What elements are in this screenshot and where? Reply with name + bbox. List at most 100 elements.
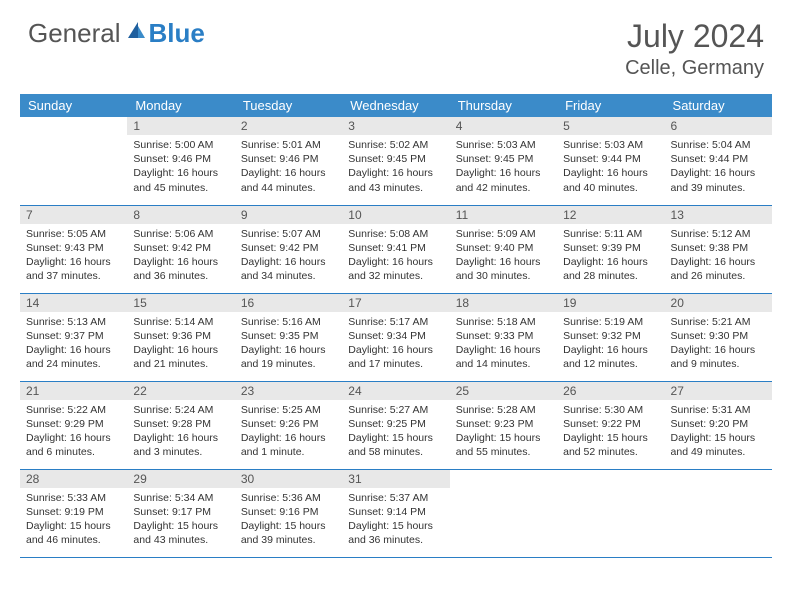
day-sunrise: Sunrise: 5:08 AM xyxy=(348,227,443,241)
day-d2: and 58 minutes. xyxy=(348,445,443,459)
day-sunrise: Sunrise: 5:36 AM xyxy=(241,491,336,505)
day-number: 24 xyxy=(342,382,449,400)
day-sunrise: Sunrise: 5:13 AM xyxy=(26,315,121,329)
day-d2: and 42 minutes. xyxy=(456,181,551,195)
day-d2: and 39 minutes. xyxy=(241,533,336,547)
day-d2: and 12 minutes. xyxy=(563,357,658,371)
day-number: 28 xyxy=(20,470,127,488)
brand-logo: General Blue xyxy=(28,18,205,49)
day-sunrise: Sunrise: 5:30 AM xyxy=(563,403,658,417)
day-sunrise: Sunrise: 5:18 AM xyxy=(456,315,551,329)
day-number: 18 xyxy=(450,294,557,312)
brand-part2: Blue xyxy=(149,18,205,49)
day-sunset: Sunset: 9:19 PM xyxy=(26,505,121,519)
weekday-header: Tuesday xyxy=(235,94,342,117)
day-number: 8 xyxy=(127,206,234,224)
day-d1: Daylight: 16 hours xyxy=(456,343,551,357)
day-sunset: Sunset: 9:32 PM xyxy=(563,329,658,343)
day-sunset: Sunset: 9:25 PM xyxy=(348,417,443,431)
day-number: 12 xyxy=(557,206,664,224)
day-number: 27 xyxy=(665,382,772,400)
day-d1: Daylight: 16 hours xyxy=(563,343,658,357)
day-details: Sunrise: 5:02 AMSunset: 9:45 PMDaylight:… xyxy=(342,135,449,197)
day-details: Sunrise: 5:22 AMSunset: 9:29 PMDaylight:… xyxy=(20,400,127,462)
day-sunrise: Sunrise: 5:33 AM xyxy=(26,491,121,505)
calendar-week-row: 21Sunrise: 5:22 AMSunset: 9:29 PMDayligh… xyxy=(20,381,772,469)
calendar-cell xyxy=(557,469,664,557)
day-number: 15 xyxy=(127,294,234,312)
day-number: 17 xyxy=(342,294,449,312)
day-d1: Daylight: 16 hours xyxy=(26,255,121,269)
day-sunset: Sunset: 9:26 PM xyxy=(241,417,336,431)
day-d1: Daylight: 16 hours xyxy=(563,166,658,180)
day-sunset: Sunset: 9:30 PM xyxy=(671,329,766,343)
day-details: Sunrise: 5:25 AMSunset: 9:26 PMDaylight:… xyxy=(235,400,342,462)
day-sunrise: Sunrise: 5:12 AM xyxy=(671,227,766,241)
calendar-cell: 20Sunrise: 5:21 AMSunset: 9:30 PMDayligh… xyxy=(665,293,772,381)
day-sunrise: Sunrise: 5:31 AM xyxy=(671,403,766,417)
calendar-cell: 13Sunrise: 5:12 AMSunset: 9:38 PMDayligh… xyxy=(665,205,772,293)
day-number: 4 xyxy=(450,117,557,135)
calendar-cell: 3Sunrise: 5:02 AMSunset: 9:45 PMDaylight… xyxy=(342,117,449,205)
day-d1: Daylight: 15 hours xyxy=(348,519,443,533)
day-d2: and 43 minutes. xyxy=(348,181,443,195)
day-details: Sunrise: 5:31 AMSunset: 9:20 PMDaylight:… xyxy=(665,400,772,462)
calendar-cell: 26Sunrise: 5:30 AMSunset: 9:22 PMDayligh… xyxy=(557,381,664,469)
day-sunset: Sunset: 9:39 PM xyxy=(563,241,658,255)
day-sunrise: Sunrise: 5:11 AM xyxy=(563,227,658,241)
calendar-cell: 14Sunrise: 5:13 AMSunset: 9:37 PMDayligh… xyxy=(20,293,127,381)
day-number: 5 xyxy=(557,117,664,135)
calendar-week-row: 1Sunrise: 5:00 AMSunset: 9:46 PMDaylight… xyxy=(20,117,772,205)
day-details: Sunrise: 5:18 AMSunset: 9:33 PMDaylight:… xyxy=(450,312,557,374)
calendar-cell: 27Sunrise: 5:31 AMSunset: 9:20 PMDayligh… xyxy=(665,381,772,469)
day-d2: and 24 minutes. xyxy=(26,357,121,371)
day-number: 2 xyxy=(235,117,342,135)
day-details: Sunrise: 5:27 AMSunset: 9:25 PMDaylight:… xyxy=(342,400,449,462)
day-d1: Daylight: 16 hours xyxy=(241,166,336,180)
calendar-cell: 12Sunrise: 5:11 AMSunset: 9:39 PMDayligh… xyxy=(557,205,664,293)
day-d2: and 36 minutes. xyxy=(133,269,228,283)
day-sunrise: Sunrise: 5:21 AM xyxy=(671,315,766,329)
day-d1: Daylight: 16 hours xyxy=(241,255,336,269)
day-sunset: Sunset: 9:43 PM xyxy=(26,241,121,255)
calendar-cell xyxy=(450,469,557,557)
day-d2: and 55 minutes. xyxy=(456,445,551,459)
day-details: Sunrise: 5:24 AMSunset: 9:28 PMDaylight:… xyxy=(127,400,234,462)
day-sunset: Sunset: 9:20 PM xyxy=(671,417,766,431)
day-sunrise: Sunrise: 5:34 AM xyxy=(133,491,228,505)
day-d1: Daylight: 15 hours xyxy=(671,431,766,445)
day-d2: and 32 minutes. xyxy=(348,269,443,283)
day-d1: Daylight: 15 hours xyxy=(348,431,443,445)
calendar-cell: 24Sunrise: 5:27 AMSunset: 9:25 PMDayligh… xyxy=(342,381,449,469)
day-details: Sunrise: 5:33 AMSunset: 9:19 PMDaylight:… xyxy=(20,488,127,550)
calendar-cell: 30Sunrise: 5:36 AMSunset: 9:16 PMDayligh… xyxy=(235,469,342,557)
day-number: 3 xyxy=(342,117,449,135)
weekday-header: Thursday xyxy=(450,94,557,117)
calendar-cell: 21Sunrise: 5:22 AMSunset: 9:29 PMDayligh… xyxy=(20,381,127,469)
calendar-cell: 2Sunrise: 5:01 AMSunset: 9:46 PMDaylight… xyxy=(235,117,342,205)
day-sunset: Sunset: 9:42 PM xyxy=(133,241,228,255)
day-number: 6 xyxy=(665,117,772,135)
day-d1: Daylight: 15 hours xyxy=(133,519,228,533)
day-number: 9 xyxy=(235,206,342,224)
calendar-cell: 7Sunrise: 5:05 AMSunset: 9:43 PMDaylight… xyxy=(20,205,127,293)
day-d2: and 14 minutes. xyxy=(456,357,551,371)
day-number: 16 xyxy=(235,294,342,312)
weekday-header-row: Sunday Monday Tuesday Wednesday Thursday… xyxy=(20,94,772,117)
calendar-cell: 29Sunrise: 5:34 AMSunset: 9:17 PMDayligh… xyxy=(127,469,234,557)
calendar-week-row: 7Sunrise: 5:05 AMSunset: 9:43 PMDaylight… xyxy=(20,205,772,293)
day-number: 11 xyxy=(450,206,557,224)
day-number: 13 xyxy=(665,206,772,224)
weekday-header: Wednesday xyxy=(342,94,449,117)
day-sunset: Sunset: 9:23 PM xyxy=(456,417,551,431)
day-d1: Daylight: 15 hours xyxy=(241,519,336,533)
day-d1: Daylight: 16 hours xyxy=(241,431,336,445)
weekday-header: Monday xyxy=(127,94,234,117)
title-block: July 2024 Celle, Germany xyxy=(625,18,764,80)
day-details: Sunrise: 5:28 AMSunset: 9:23 PMDaylight:… xyxy=(450,400,557,462)
day-sunset: Sunset: 9:16 PM xyxy=(241,505,336,519)
calendar-cell: 16Sunrise: 5:16 AMSunset: 9:35 PMDayligh… xyxy=(235,293,342,381)
day-details: Sunrise: 5:37 AMSunset: 9:14 PMDaylight:… xyxy=(342,488,449,550)
day-sunset: Sunset: 9:46 PM xyxy=(241,152,336,166)
day-details: Sunrise: 5:30 AMSunset: 9:22 PMDaylight:… xyxy=(557,400,664,462)
